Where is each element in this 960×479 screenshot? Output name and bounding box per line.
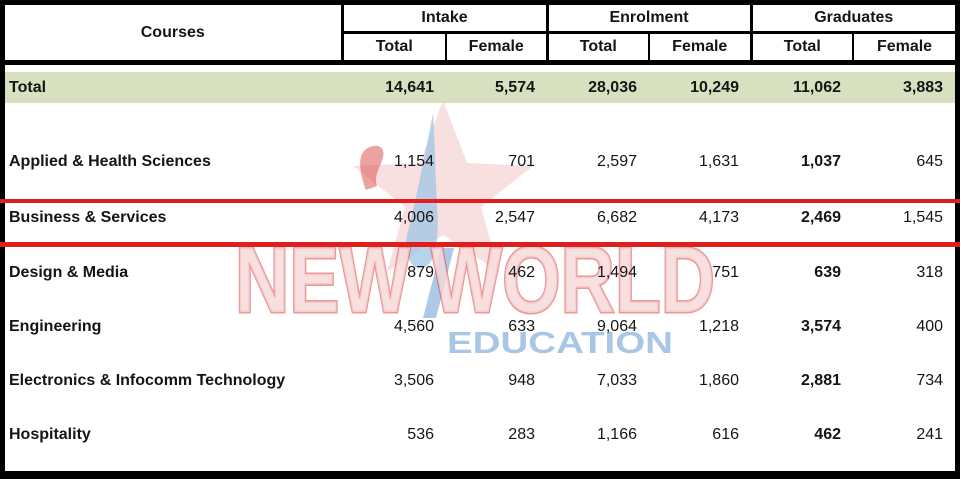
cell-value: 616 xyxy=(712,426,739,443)
row-label: Design & Media xyxy=(9,264,129,281)
header-group-enrolment: Enrolment xyxy=(547,5,753,34)
table-row: Applied & Health Sciences 1,154 701 2,59… xyxy=(5,135,955,189)
table-row: Electronics & Infocomm Technology 3,506 … xyxy=(5,354,955,408)
cell-value: 400 xyxy=(916,318,944,335)
cell-value: 1,037 xyxy=(800,153,841,170)
header-group-intake: Intake xyxy=(342,5,549,34)
cell-value: 1,545 xyxy=(902,208,944,226)
header-graduates-total: Total xyxy=(751,32,854,65)
courses-statistics-table: Courses Intake Enrolment Graduates Total… xyxy=(5,5,955,462)
header-graduates-female: Female xyxy=(853,32,955,65)
cell-value: 5,574 xyxy=(446,72,547,103)
cell-value: 1,218 xyxy=(698,318,739,335)
table-row: Design & Media 879 462 1,494 751 639 318 xyxy=(5,246,955,300)
cell-value: 734 xyxy=(916,372,944,389)
cell-value: 633 xyxy=(508,318,535,335)
row-label: Electronics & Infocomm Technology xyxy=(9,372,286,389)
row-label: Hospitality xyxy=(9,426,91,443)
row-label: Total xyxy=(5,72,342,103)
table-row: Engineering 4,560 633 9,064 1,218 3,574 … xyxy=(5,300,955,354)
header-intake-total: Total xyxy=(342,32,447,65)
cell-value: 14,641 xyxy=(342,72,446,103)
cell-value: 9,064 xyxy=(596,318,637,335)
row-label: Engineering xyxy=(9,318,102,335)
cell-value: 948 xyxy=(508,372,535,389)
spacer-row xyxy=(5,63,955,73)
cell-value: 462 xyxy=(508,264,535,281)
cell-value: 10,249 xyxy=(649,72,751,103)
table-paper: NEW WORLD EDUCATION Courses Intake Enrol… xyxy=(5,5,955,471)
cell-value: 1,631 xyxy=(698,153,739,170)
cell-value: 2,469 xyxy=(800,208,841,226)
table-row-highlighted: Business & Services 4,006 2,547 6,682 4,… xyxy=(5,189,955,246)
cell-value: 879 xyxy=(407,264,434,281)
cell-value: 4,173 xyxy=(698,208,739,226)
cell-value: 462 xyxy=(814,426,841,443)
cell-value: 6,682 xyxy=(596,208,637,226)
cell-value: 28,036 xyxy=(547,72,649,103)
header-enrolment-total: Total xyxy=(547,32,650,65)
header-group-graduates: Graduates xyxy=(751,5,955,34)
cell-value: 318 xyxy=(916,264,944,281)
cell-value: 2,547 xyxy=(494,208,535,226)
highlight-line-bottom xyxy=(0,242,960,247)
cell-value: 3,574 xyxy=(800,318,841,335)
cell-value: 536 xyxy=(407,426,434,443)
cell-value: 1,860 xyxy=(698,372,739,389)
table-row-total: Total 14,641 5,574 28,036 10,249 11,062 … xyxy=(5,72,955,103)
header-enrolment-female: Female xyxy=(649,32,753,65)
cell-value: 4,006 xyxy=(393,208,434,226)
cell-value: 1,166 xyxy=(596,426,637,443)
cell-value: 1,494 xyxy=(596,264,637,281)
cell-value: 3,883 xyxy=(853,72,955,103)
cell-value: 645 xyxy=(916,153,944,170)
cell-value: 241 xyxy=(916,426,944,443)
cell-value: 701 xyxy=(508,153,535,170)
row-label: Applied & Health Sciences xyxy=(9,153,211,170)
cell-value: 751 xyxy=(712,264,739,281)
row-label: Business & Services xyxy=(9,208,167,226)
cell-value: 7,033 xyxy=(596,372,637,389)
cell-value: 639 xyxy=(814,264,841,281)
highlight-line-top xyxy=(0,199,960,203)
header-courses: Courses xyxy=(5,5,344,65)
cell-value: 11,062 xyxy=(751,72,853,103)
cell-value: 4,560 xyxy=(393,318,434,335)
cell-value: 2,881 xyxy=(800,372,841,389)
cell-value: 2,597 xyxy=(596,153,637,170)
cell-value: 283 xyxy=(508,426,535,443)
cell-value: 1,154 xyxy=(393,153,434,170)
cell-value: 3,506 xyxy=(393,372,434,389)
header-intake-female: Female xyxy=(446,32,549,65)
spacer-row xyxy=(5,103,955,135)
table-row: Hospitality 536 283 1,166 616 462 241 xyxy=(5,408,955,462)
